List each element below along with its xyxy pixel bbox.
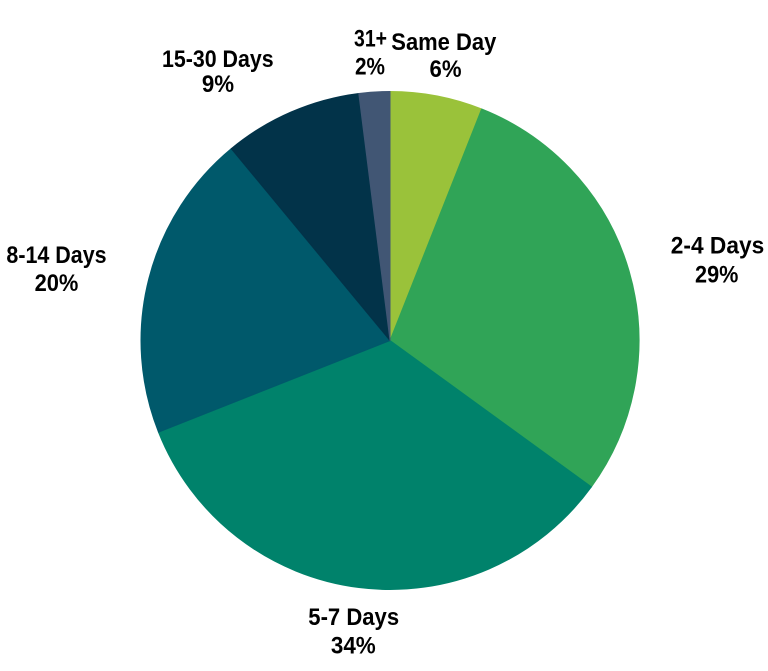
svg-text:Same Day: Same Day	[391, 29, 497, 56]
svg-text:8-14 Days: 8-14 Days	[6, 242, 106, 269]
svg-text:6%: 6%	[430, 56, 462, 83]
svg-text:34%: 34%	[331, 633, 376, 660]
svg-text:2-4 Days: 2-4 Days	[671, 232, 764, 259]
svg-text:5-7 Days: 5-7 Days	[308, 604, 399, 631]
svg-text:9%: 9%	[202, 71, 234, 98]
svg-text:20%: 20%	[35, 270, 79, 297]
svg-text:31+: 31+	[354, 25, 387, 52]
svg-text:15-30 Days: 15-30 Days	[162, 46, 274, 73]
svg-text:29%: 29%	[695, 262, 738, 289]
svg-text:2%: 2%	[355, 54, 385, 81]
